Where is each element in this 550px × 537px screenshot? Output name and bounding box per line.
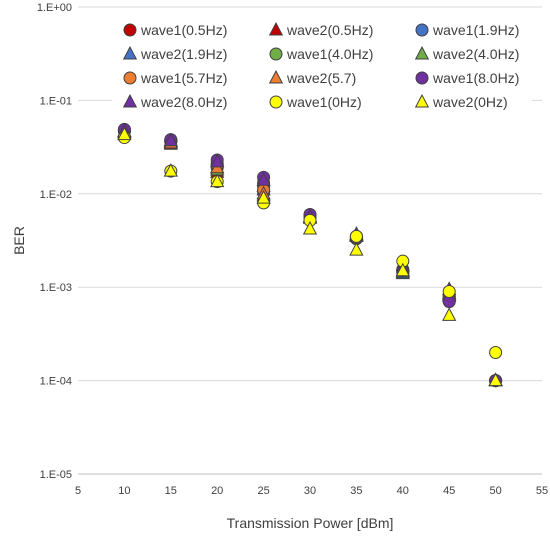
data-point-triangle bbox=[442, 307, 457, 321]
x-tick-label: 25 bbox=[257, 485, 269, 497]
legend-label: wave1(0.5Hz) bbox=[140, 22, 227, 38]
x-tick-label: 55 bbox=[536, 485, 548, 497]
x-tick-label: 40 bbox=[397, 485, 409, 497]
legend-marker bbox=[123, 71, 137, 85]
data-point-triangle bbox=[163, 163, 178, 177]
x-tick-label: 30 bbox=[304, 485, 316, 497]
y-tick-label: 1.E-05 bbox=[40, 469, 72, 481]
legend-label: wave1(0Hz) bbox=[286, 94, 362, 110]
legend-marker bbox=[415, 23, 429, 37]
data-point-circle bbox=[349, 229, 363, 243]
data-point-triangle bbox=[488, 372, 503, 387]
legend-marker bbox=[269, 95, 283, 109]
legend-marker bbox=[414, 45, 430, 60]
data-point-triangle bbox=[256, 172, 271, 186]
y-tick-label: 1.E-01 bbox=[40, 95, 72, 107]
x-tick-label: 15 bbox=[165, 485, 177, 497]
y-tick-label: 1.E-02 bbox=[40, 189, 72, 201]
data-points bbox=[117, 122, 503, 388]
legend-marker bbox=[269, 47, 283, 61]
legend: wave1(0.5Hz) wave2(0.5Hz) wave1(1.9Hz) wave… bbox=[112, 14, 532, 118]
legend-label: wave2(1.9Hz) bbox=[140, 46, 227, 62]
legend-label: wave2(8.0Hz) bbox=[140, 94, 227, 110]
data-point-circle bbox=[489, 345, 503, 359]
x-tick-label: 10 bbox=[118, 485, 130, 497]
legend-background bbox=[112, 14, 532, 118]
legend-marker bbox=[415, 71, 429, 85]
legend-marker bbox=[414, 93, 430, 108]
y-tick-label: 1.E+00 bbox=[37, 2, 72, 14]
y-tick-label: 1.E-04 bbox=[40, 376, 72, 388]
legend-label: wave2(4.0Hz) bbox=[432, 46, 519, 62]
legend-marker bbox=[268, 21, 284, 36]
legend-marker bbox=[268, 69, 284, 84]
legend-label: wave1(4.0Hz) bbox=[286, 46, 373, 62]
x-axis-title: Transmission Power [dBm] bbox=[227, 515, 394, 531]
legend-label: wave1(8.0Hz) bbox=[432, 70, 519, 86]
legend-label: wave1(5.7Hz) bbox=[140, 70, 227, 86]
legend-marker bbox=[122, 93, 138, 108]
x-tick-label: 45 bbox=[443, 485, 455, 497]
legend-label: wave1(1.9Hz) bbox=[432, 22, 519, 38]
legend-label: wave2(0Hz) bbox=[432, 94, 508, 110]
x-tick-label: 5 bbox=[75, 485, 81, 497]
x-tick-labels: 5 10 15 20 25 30 35 40 45 50 55 bbox=[75, 485, 548, 497]
data-point-triangle bbox=[256, 190, 271, 204]
data-point-triangle bbox=[210, 153, 225, 168]
y-tick-labels: 1.E+00 1.E-01 1.E-02 1.E-03 1.E-04 1.E-05 bbox=[37, 2, 72, 481]
legend-label: wave2(5.7) bbox=[286, 70, 356, 86]
x-tick-label: 20 bbox=[211, 485, 223, 497]
data-point-triangle bbox=[163, 132, 178, 147]
legend-marker bbox=[122, 45, 138, 60]
legend-label: wave2(0.5Hz) bbox=[286, 22, 373, 38]
data-point-triangle bbox=[117, 126, 132, 141]
y-axis-title: BER bbox=[11, 226, 27, 255]
data-point-triangle bbox=[210, 173, 225, 188]
data-point-circle bbox=[442, 284, 456, 298]
x-tick-label: 35 bbox=[350, 485, 362, 497]
legend-marker bbox=[123, 23, 137, 37]
y-tick-label: 1.E-03 bbox=[40, 282, 72, 294]
data-point-triangle bbox=[302, 220, 318, 235]
data-point-triangle bbox=[349, 241, 364, 256]
x-tick-label: 50 bbox=[489, 485, 501, 497]
data-point-triangle bbox=[395, 262, 410, 277]
